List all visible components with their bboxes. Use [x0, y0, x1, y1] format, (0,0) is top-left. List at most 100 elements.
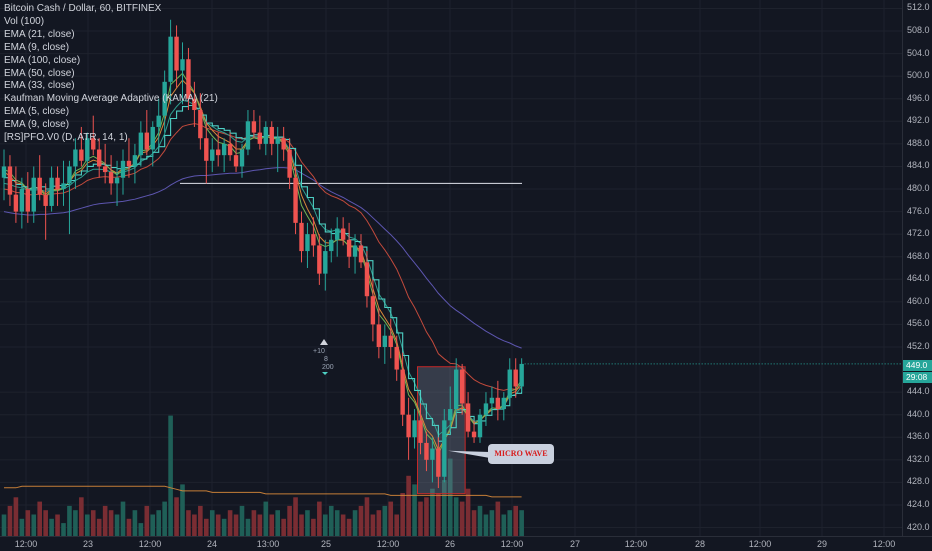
volume-bar — [198, 505, 203, 536]
candle-body — [376, 324, 382, 347]
mark-plus-label: +10 — [313, 348, 325, 355]
candle-body — [400, 369, 405, 415]
volume-bar — [495, 501, 501, 536]
candle-body — [25, 189, 30, 212]
volume-bar — [19, 518, 25, 536]
volume-bar — [227, 510, 233, 536]
indicator-ema-9[interactable]: EMA (9, close) — [4, 41, 70, 53]
volume-bar — [358, 505, 364, 536]
candle-body — [311, 234, 316, 246]
volume-bar — [55, 514, 60, 536]
volume-bar — [311, 518, 316, 536]
candle-body — [483, 403, 489, 415]
volume-bar — [352, 510, 358, 536]
volume-bar — [281, 518, 286, 536]
indicator-ema-100[interactable]: EMA (100, close) — [4, 54, 81, 66]
volume-bar — [114, 514, 120, 536]
volume-bar — [61, 523, 66, 536]
candle-body — [436, 448, 441, 477]
time-tick: 29 — [816, 539, 828, 549]
candle-body — [418, 420, 423, 443]
indicator-pfo[interactable]: [RS]PFO.V0 (D, ATR, 14, 1) — [4, 132, 128, 144]
candle-body — [305, 234, 310, 252]
candle-body — [424, 442, 429, 460]
time-tick: 12:00 — [748, 539, 772, 549]
price-tick: 488.0 — [907, 137, 930, 148]
price-axis[interactable]: 512.0 508.0 504.0 500.0 496.0 492.0 488.0 484.0… — [902, 0, 932, 536]
indicator-kama[interactable]: Kaufman Moving Average Adaptive (KAMA) (… — [4, 93, 218, 105]
volume-bar — [251, 510, 257, 536]
candle-body — [257, 132, 263, 144]
volume-bar — [67, 505, 72, 536]
candle-body — [150, 126, 155, 150]
candle-body — [61, 183, 66, 190]
indicator-ema-50[interactable]: EMA (50, close) — [4, 67, 75, 79]
candle-body — [370, 296, 376, 325]
time-tick: 24 — [206, 539, 218, 549]
price-tick: 456.0 — [907, 318, 930, 329]
volume-bar — [275, 510, 280, 536]
time-tick: 12:00 — [500, 539, 524, 549]
indicator-vol[interactable]: Vol (100) — [4, 15, 45, 27]
time-tick: 12:00 — [138, 539, 162, 549]
kama-line — [3, 99, 523, 436]
volume-bar — [1, 514, 7, 536]
volume-bar — [400, 493, 405, 536]
price-tick: 436.0 — [907, 431, 930, 442]
time-tick: 12:00 — [14, 539, 38, 549]
indicator-ema-33[interactable]: EMA (33, close) — [4, 80, 75, 92]
volume-bar — [507, 510, 513, 536]
volume-bar — [25, 510, 31, 536]
price-tick: 472.0 — [907, 228, 930, 239]
candle-body — [180, 59, 185, 71]
candle-body — [281, 138, 286, 150]
candle-body — [79, 149, 84, 161]
indicator-ema-9b[interactable]: EMA (9, close) — [4, 119, 70, 131]
time-tick: 12:00 — [376, 539, 400, 549]
volume-bar — [126, 518, 132, 536]
price-tick: 440.0 — [907, 408, 930, 419]
candle-body — [358, 245, 364, 263]
candle-body — [293, 177, 298, 223]
candle-body — [227, 143, 233, 156]
volume-bar — [221, 518, 227, 536]
candle-body — [97, 149, 102, 167]
candle-body — [245, 121, 251, 150]
time-tick: 26 — [444, 539, 456, 549]
symbol-title[interactable]: Bitcoin Cash / Dollar, 60, BITFINEX — [4, 3, 162, 14]
candle-body — [239, 149, 245, 167]
volume-bar — [132, 510, 138, 536]
candle-body — [198, 110, 203, 139]
volume-bar — [340, 514, 346, 536]
volume-bar — [382, 505, 388, 536]
candle-body — [73, 149, 78, 167]
candle-body — [263, 126, 268, 144]
candle-body — [317, 245, 322, 274]
micro-wave-callout[interactable]: MICRO WAVE — [488, 444, 554, 464]
mark-b-label: 200 — [322, 364, 334, 371]
candle-body — [13, 194, 19, 212]
candle-body — [55, 177, 60, 190]
volume-bar — [305, 510, 310, 536]
volume-bar — [412, 484, 417, 536]
time-tick: 25 — [320, 539, 332, 549]
candle-body — [108, 172, 114, 184]
candle-body — [7, 166, 13, 195]
volume-bar — [102, 505, 108, 536]
candle-body — [102, 166, 108, 173]
candle-body — [138, 132, 144, 156]
time-axis[interactable]: 12:00 23 12:00 24 13:00 25 12:00 26 12:00 27 12:00… — [0, 536, 932, 551]
volume-bar — [406, 475, 411, 536]
volume-bar — [108, 510, 114, 536]
time-tick: 28 — [694, 539, 706, 549]
volume-bar — [483, 514, 489, 536]
indicator-ema-5[interactable]: EMA (5, close) — [4, 106, 70, 118]
price-tick: 444.0 — [907, 386, 930, 397]
indicator-ema-21[interactable]: EMA (21, close) — [4, 28, 75, 40]
volume-bar — [501, 514, 507, 536]
candle-body — [394, 346, 399, 370]
price-tick: 508.0 — [907, 25, 930, 36]
volume-bar — [90, 510, 96, 536]
candle-body — [221, 143, 227, 156]
